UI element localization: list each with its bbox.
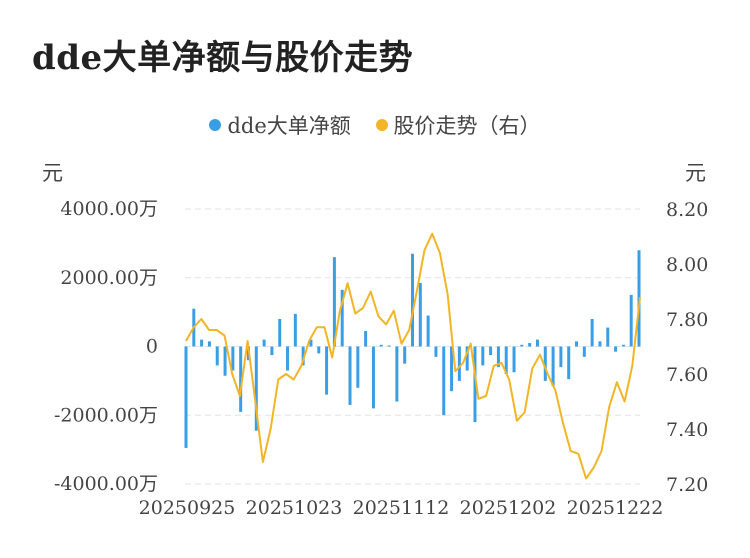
dde-bar-50: [575, 341, 579, 347]
x-tick-label-0: 20250925: [139, 497, 236, 519]
left-axis-unit: 元: [42, 161, 63, 185]
dde-bar-38: [481, 346, 485, 366]
x-tick-label-1: 20251023: [246, 497, 343, 519]
legend-item-price[interactable]: 股价走势（右）: [375, 110, 541, 140]
dde-bar-15: [301, 346, 305, 366]
dde-bar-16: [309, 339, 313, 347]
dde-bar-20: [340, 289, 344, 347]
left-tick-label-2: 0: [146, 336, 158, 358]
dde-bar-12: [278, 319, 282, 347]
dde-bar-51: [582, 346, 586, 357]
dde-bar-7: [239, 346, 243, 412]
dde-bar-46: [543, 346, 547, 381]
dde-bar-39: [489, 346, 493, 356]
dde-bar-23: [364, 331, 368, 347]
dde-bar-26: [387, 345, 391, 347]
right-tick-label-0: 8.20: [666, 199, 708, 221]
dde-bar-56: [621, 344, 625, 347]
dde-bar-6: [231, 346, 235, 371]
dde-bar-19: [332, 257, 336, 347]
chart-title: dde大单净额与股价走势: [32, 38, 414, 78]
dde-bar-54: [606, 327, 610, 347]
dde-bar-31: [426, 315, 430, 347]
dde-bar-28: [403, 346, 407, 364]
dde-bar-21: [348, 346, 352, 405]
right-tick-label-5: 7.20: [666, 474, 708, 496]
right-tick-label-2: 7.80: [666, 309, 708, 331]
dde-bar-30: [418, 282, 422, 347]
dde-bar-55: [614, 346, 618, 352]
dde-bar-18: [325, 346, 329, 395]
dde-bar-33: [442, 346, 446, 416]
dde-bar-49: [567, 346, 571, 380]
dde-bar-25: [379, 344, 383, 347]
right-tick-label-1: 8.00: [666, 254, 708, 276]
dde-bar-45: [535, 339, 539, 347]
left-tick-label-1: 2000.00万: [60, 267, 158, 289]
legend: dde大单净额 股价走势（右）: [0, 110, 750, 140]
dde-bar-27: [395, 346, 399, 402]
price-line: [185, 232, 641, 480]
dde-bar-52: [590, 319, 594, 347]
dde-bar-14: [293, 313, 297, 347]
dde-bar-0: [184, 346, 188, 448]
dde-bar-4: [215, 346, 219, 366]
dde-bar-43: [520, 344, 524, 347]
legend-marker-price: [375, 119, 388, 131]
right-tick-label-4: 7.40: [666, 419, 708, 441]
right-axis-unit: 元: [685, 161, 706, 185]
dde-bar-37: [473, 346, 477, 423]
legend-label-price: 股价走势（右）: [393, 114, 541, 138]
dde-bar-24: [371, 346, 375, 409]
dde-bar-11: [270, 346, 274, 356]
dde-bar-48: [559, 346, 563, 368]
dde-bar-2: [200, 339, 204, 347]
dde-bar-34: [450, 346, 454, 392]
dde-bar-57: [629, 294, 633, 347]
right-tick-label-3: 7.60: [666, 364, 708, 386]
dde-bar-17: [317, 346, 321, 354]
left-tick-label-3: -2000.00万: [54, 404, 158, 426]
left-tick-label-0: 4000.00万: [60, 198, 158, 220]
dde-bar-32: [434, 346, 438, 357]
dde-bar-47: [551, 346, 555, 387]
left-tick-label-4: -4000.00万: [54, 473, 158, 495]
dde-bar-36: [465, 346, 469, 371]
dde-bar-40: [496, 346, 500, 368]
dde-bar-53: [598, 341, 602, 347]
dde-bar-9: [254, 346, 258, 431]
dde-bar-10: [262, 339, 266, 347]
dde-bar-35: [457, 346, 461, 381]
dde-bar-41: [504, 346, 508, 374]
dde-bar-42: [512, 346, 516, 373]
dde-bar-44: [528, 343, 532, 347]
dde-bar-29: [411, 253, 414, 347]
x-tick-label-3: 20251202: [460, 497, 557, 519]
x-tick-label-4: 20251222: [567, 497, 664, 519]
dde-bar-5: [223, 346, 227, 376]
legend-label-dde: dde大单净额: [227, 114, 351, 138]
dde-bar-13: [286, 346, 290, 371]
dde-bar-3: [207, 341, 211, 347]
legend-item-dde[interactable]: dde大单净额: [209, 110, 351, 140]
x-tick-label-2: 20251112: [353, 497, 450, 519]
legend-marker-dde: [209, 119, 222, 131]
dde-bar-22: [356, 346, 360, 388]
